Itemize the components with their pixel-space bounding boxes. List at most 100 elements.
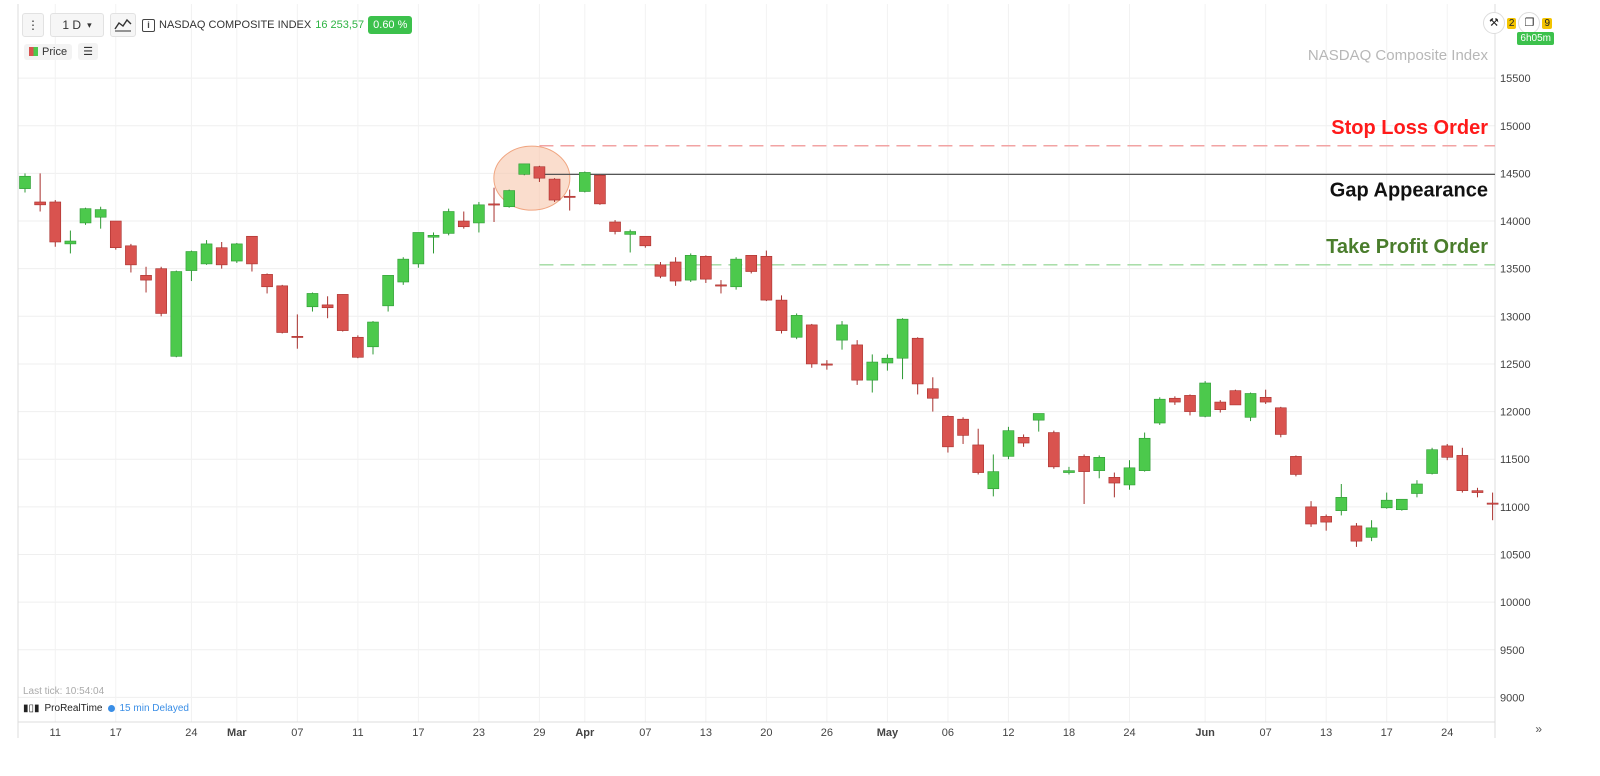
info-icon[interactable]: i [142, 18, 155, 32]
candle-body [654, 264, 667, 277]
candle-body [1108, 477, 1121, 484]
x-tick-label: 06 [942, 727, 954, 739]
candle [851, 340, 863, 385]
annotation-labels: Stop Loss Order Gap Appearance Take Profit… [1326, 117, 1488, 258]
candle-body [1138, 437, 1151, 471]
candle-body [1123, 467, 1136, 486]
timeframe-select[interactable]: 1 D ▾ [50, 13, 104, 37]
legend-price[interactable]: Price [24, 43, 73, 60]
x-tick-label: 07 [639, 727, 651, 739]
candle [942, 415, 954, 453]
candle-body [911, 337, 924, 385]
candle-body [397, 258, 410, 283]
candle-body [321, 304, 334, 309]
candle-body [125, 245, 137, 266]
candle-body [624, 231, 637, 235]
candle-body [563, 195, 576, 198]
candle-body [34, 201, 46, 206]
candle-body [1335, 497, 1348, 511]
candle [1244, 392, 1257, 422]
candle [1214, 400, 1227, 413]
y-tick-label: 11500 [1500, 454, 1530, 466]
wrench-icon[interactable]: ⚒ [1482, 12, 1505, 34]
candle-body [1063, 470, 1075, 473]
x-tick-label: 17 [412, 727, 424, 739]
candle [276, 284, 289, 334]
y-tick-label: 12000 [1500, 407, 1531, 419]
candle [1199, 381, 1211, 418]
candle [1411, 480, 1423, 498]
candle-body [1078, 456, 1090, 472]
y-tick-label: 13000 [1500, 311, 1531, 323]
candle [1108, 472, 1121, 498]
candle-body [352, 336, 364, 358]
candle [49, 200, 62, 247]
candle-body [79, 208, 92, 224]
candle-body [185, 251, 198, 271]
scroll-right-icon[interactable]: » [1535, 722, 1542, 736]
candle-body [49, 201, 62, 243]
candle [19, 173, 31, 193]
candle [821, 360, 833, 370]
y-tick-label: 12500 [1500, 359, 1531, 371]
candle-body [1169, 397, 1181, 403]
candle-body [155, 268, 167, 314]
candle [1335, 483, 1348, 516]
candle-body [926, 388, 939, 399]
candle [1138, 432, 1151, 472]
chart-title: NASDAQ Composite Index [1308, 47, 1489, 64]
y-tick-label: 14000 [1500, 216, 1531, 228]
x-tick-label: 23 [473, 727, 485, 739]
candle-body [1048, 432, 1060, 468]
y-tick-label: 10500 [1500, 550, 1531, 562]
candle [1123, 460, 1136, 490]
candle-body [306, 293, 319, 308]
candle-body [715, 284, 727, 287]
candle [1259, 389, 1272, 404]
annotation-label: Gap Appearance [1330, 179, 1488, 201]
candle-body [1153, 398, 1166, 424]
chart-toolbar: ⋮ 1 D ▾ i NASDAQ COMPOSITE INDEX 16 253,… [22, 12, 413, 38]
x-tick-label: 24 [1123, 727, 1135, 739]
drag-handle-icon[interactable]: ⋮ [22, 13, 44, 37]
candle [1471, 487, 1484, 498]
chart-type-icon[interactable] [110, 13, 136, 37]
x-tick-label: Apr [575, 727, 595, 739]
plot-area [18, 4, 1495, 722]
y-tick-label: 15500 [1500, 73, 1531, 85]
candle [669, 257, 682, 286]
candle-body [367, 321, 379, 348]
indicator-list-icon[interactable]: ☰ [78, 43, 98, 60]
candle [321, 296, 334, 319]
y-tick-label: 9500 [1500, 645, 1524, 657]
candle [397, 257, 410, 285]
candle-body [473, 204, 485, 224]
candle [866, 354, 879, 393]
candle [563, 189, 576, 211]
candle [261, 273, 273, 294]
candle-body [19, 175, 31, 189]
candle-body [866, 361, 879, 381]
candle-body [1002, 430, 1015, 457]
candle-body [1093, 457, 1106, 471]
candle [503, 189, 515, 208]
candle [488, 187, 500, 222]
x-tick-label: 20 [760, 727, 772, 739]
candle [1048, 430, 1060, 469]
candle-body [669, 261, 682, 282]
candle [533, 165, 546, 182]
candle [442, 208, 455, 236]
candle-body [942, 416, 954, 448]
x-tick-label: Mar [227, 727, 247, 739]
chart-grid [17, 4, 1496, 738]
candle [79, 207, 92, 225]
candle [185, 250, 198, 282]
x-axis: 11 17 24 Mar 07 11 17 23 29 Apr 07 13 20 26 May 06 12 18 2… [50, 727, 1454, 739]
window-icon[interactable]: ❐ [1518, 12, 1541, 34]
candle-timer: 6h05m [1517, 32, 1554, 45]
candle-body [457, 220, 470, 228]
y-tick-label: 11000 [1500, 502, 1530, 514]
candle [594, 174, 606, 205]
candle [1486, 492, 1499, 521]
